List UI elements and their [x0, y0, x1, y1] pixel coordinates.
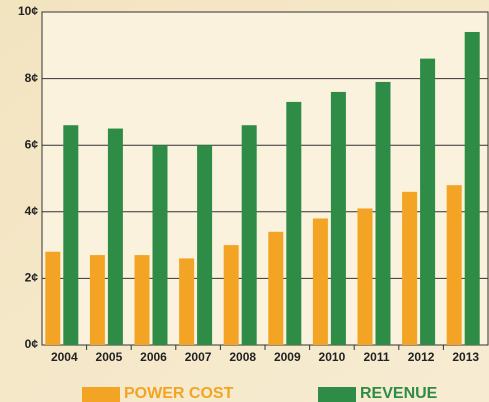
bar [464, 31, 480, 345]
y-tick-label: 8¢ [25, 71, 39, 85]
bar [223, 245, 239, 345]
x-tick-label: 2011 [363, 350, 389, 364]
legend-swatch [82, 387, 120, 402]
bar [179, 258, 195, 345]
y-tick-label: 10¢ [18, 4, 38, 18]
bar [357, 208, 373, 345]
bar [63, 125, 79, 345]
bar [446, 185, 462, 345]
y-tick-label: 4¢ [25, 204, 39, 218]
legend-label: REVENUE [360, 385, 438, 402]
x-tick-label: 2009 [274, 350, 301, 364]
legend-swatch [318, 387, 356, 402]
bar [312, 218, 328, 345]
x-tick-label: 2004 [51, 350, 78, 364]
x-tick-label: 2006 [140, 350, 167, 364]
bar [402, 191, 418, 345]
x-tick-label: 2008 [229, 350, 256, 364]
bar [197, 145, 213, 345]
y-tick-label: 6¢ [25, 137, 39, 151]
bar [268, 231, 284, 345]
bar [107, 128, 123, 345]
bar [134, 255, 150, 345]
x-tick-label: 2013 [452, 350, 479, 364]
x-tick-label: 2007 [185, 350, 212, 364]
x-tick-label: 2005 [96, 350, 123, 364]
bar [241, 125, 257, 345]
bar [45, 251, 61, 345]
bar [330, 91, 346, 345]
bar [375, 81, 391, 346]
bar [152, 145, 168, 345]
y-tick-label: 0¢ [25, 337, 39, 351]
x-tick-label: 2010 [319, 350, 346, 364]
legend-label: POWER COST [124, 385, 234, 402]
x-tick-label: 2012 [408, 350, 435, 364]
bar [286, 101, 302, 345]
bar [89, 255, 105, 345]
y-tick-label: 2¢ [25, 271, 39, 285]
bar [420, 58, 436, 346]
